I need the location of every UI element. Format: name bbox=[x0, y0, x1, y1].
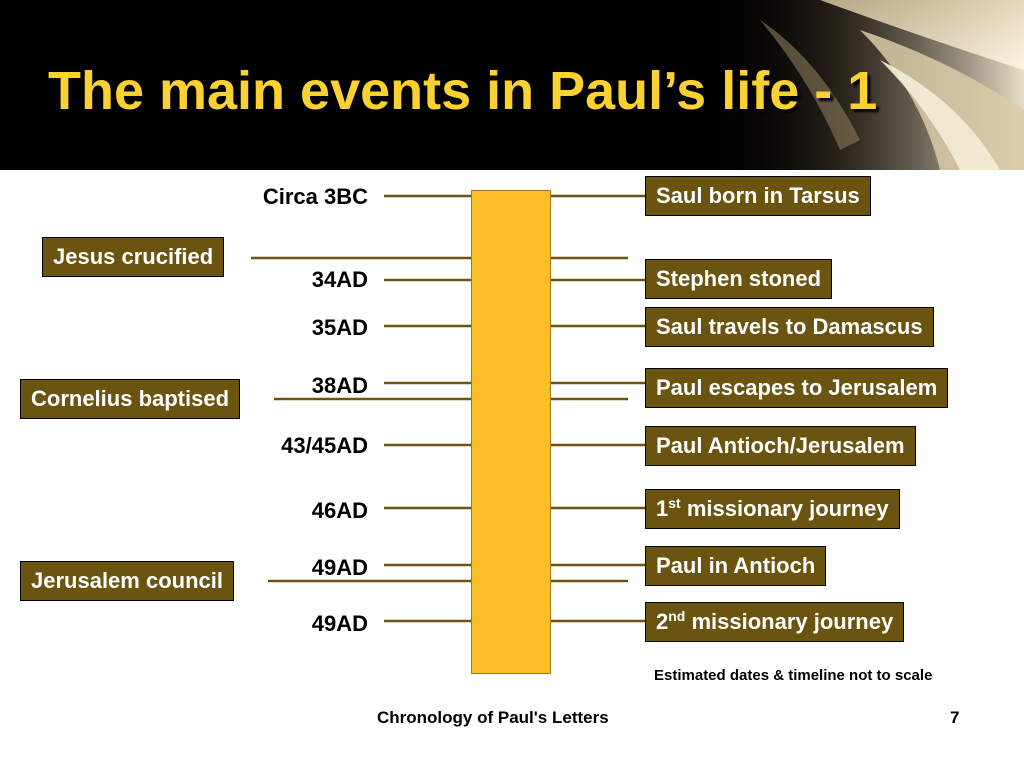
page-number: 7 bbox=[950, 708, 960, 727]
date-label: Circa 3BC bbox=[262, 184, 368, 209]
date-label: 49AD bbox=[311, 555, 368, 580]
date-label: 35AD bbox=[311, 315, 368, 340]
event-cornelius-baptised: Cornelius baptised bbox=[20, 379, 241, 419]
event-saul-damascus: Saul travels to Damascus bbox=[645, 307, 934, 347]
scale-note: Estimated dates & timeline not to scale bbox=[654, 667, 933, 684]
event-first-journey: 1st missionary journey bbox=[645, 489, 900, 529]
event-saul-born: Saul born in Tarsus bbox=[645, 176, 871, 216]
footer-title: Chronology of Paul's Letters bbox=[377, 708, 609, 727]
event-paul-escapes: Paul escapes to Jerusalem bbox=[645, 368, 949, 408]
open-book-image bbox=[700, 0, 1024, 170]
date-label: 34AD bbox=[311, 267, 368, 292]
timeline-bar bbox=[471, 190, 551, 674]
date-label: 46AD bbox=[311, 498, 368, 523]
date-label: 38AD bbox=[311, 373, 368, 398]
event-jesus-crucified: Jesus crucified bbox=[42, 237, 225, 277]
event-jerusalem-council: Jerusalem council bbox=[20, 561, 234, 601]
event-stephen-stoned: Stephen stoned bbox=[645, 259, 833, 299]
slide-header: The main events in Paul’s life - 1 bbox=[0, 0, 1024, 170]
date-label: 43/45AD bbox=[281, 433, 368, 458]
event-paul-antioch-jerusalem: Paul Antioch/Jerusalem bbox=[645, 426, 916, 466]
event-paul-in-antioch: Paul in Antioch bbox=[645, 546, 827, 586]
event-second-journey: 2nd missionary journey bbox=[645, 602, 905, 642]
slide-title: The main events in Paul’s life - 1 bbox=[48, 61, 878, 121]
date-label: 49AD bbox=[311, 611, 368, 636]
